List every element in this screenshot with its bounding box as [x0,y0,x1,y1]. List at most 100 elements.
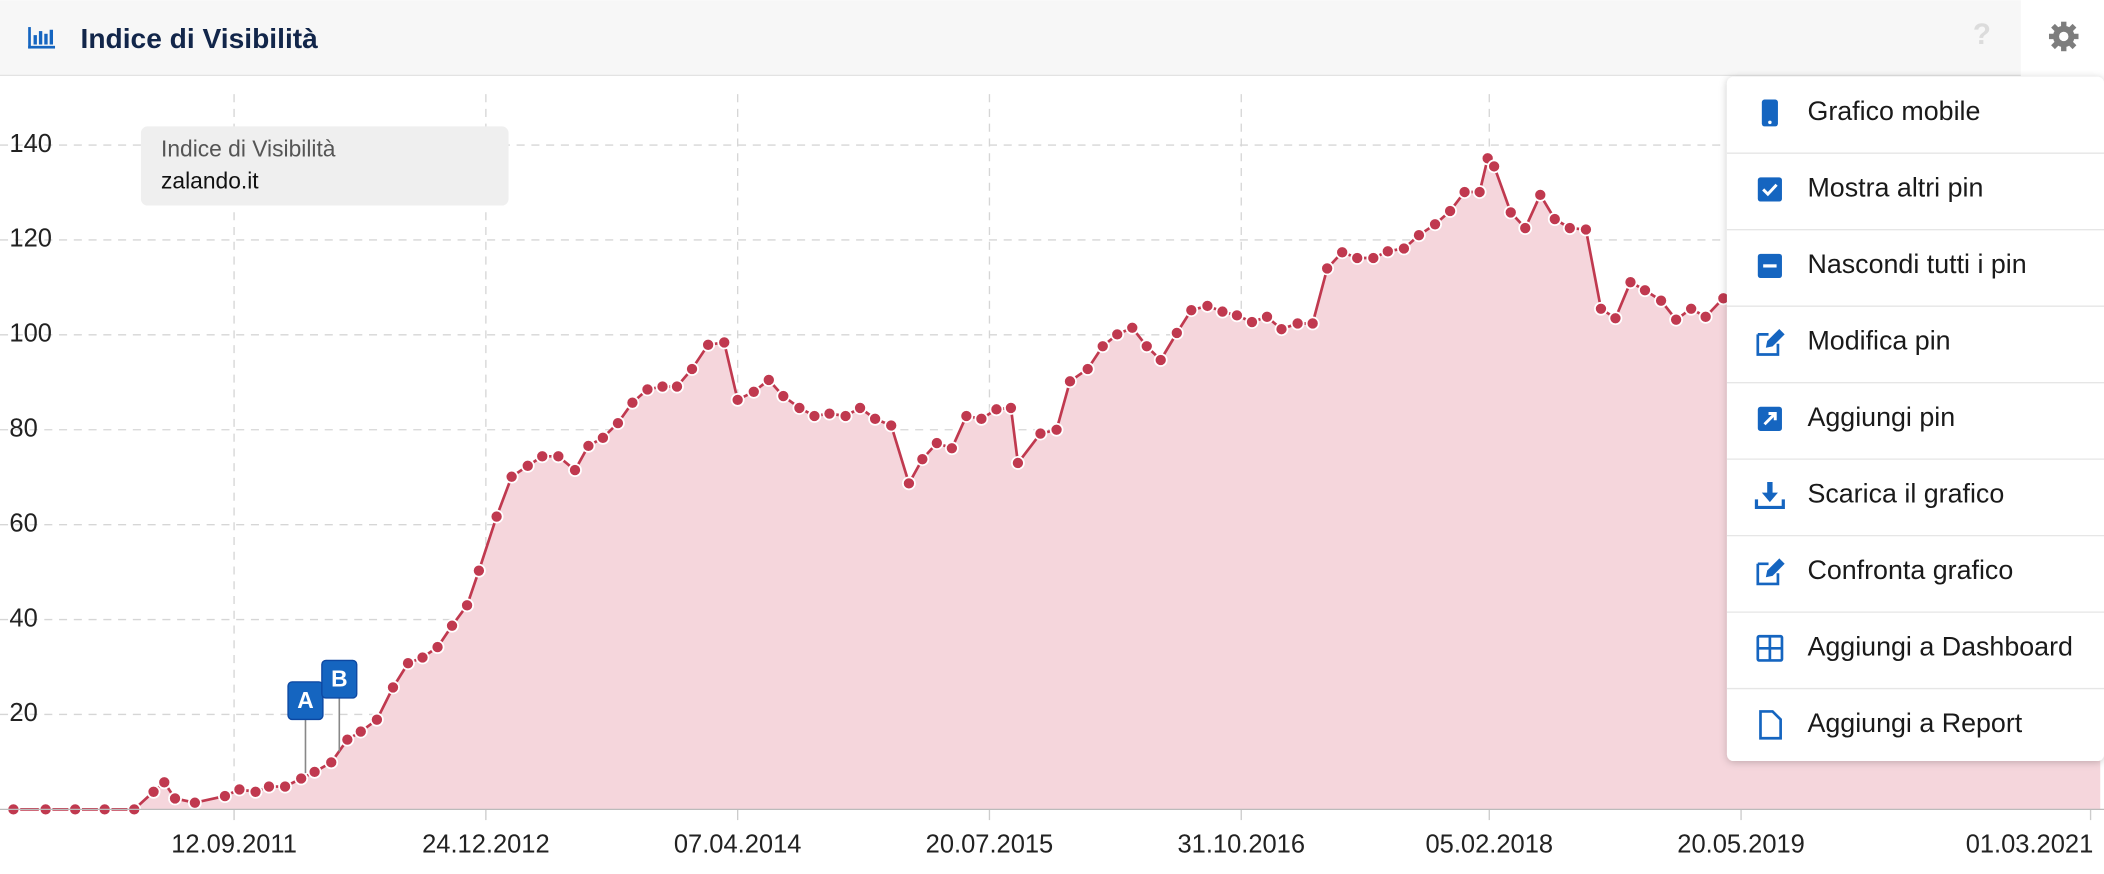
data-point[interactable] [792,401,807,415]
data-point[interactable] [776,389,791,403]
data-point[interactable] [1139,339,1154,354]
data-point[interactable] [248,784,263,799]
data-point[interactable] [278,779,292,794]
data-point[interactable] [944,441,959,456]
data-point[interactable] [1428,217,1442,232]
data-point[interactable] [1080,362,1095,376]
data-point[interactable] [520,458,535,473]
data-point[interactable] [1397,241,1411,256]
data-point[interactable] [1547,212,1562,226]
data-point[interactable] [535,449,550,464]
data-point[interactable] [1290,316,1305,331]
data-point[interactable] [489,509,504,524]
data-point[interactable] [1110,327,1125,342]
data-point[interactable] [625,395,640,410]
data-point[interactable] [1320,261,1335,276]
data-point[interactable] [307,764,322,779]
data-point[interactable] [168,791,182,806]
data-point[interactable] [701,337,716,352]
data-point[interactable] [1579,222,1593,237]
data-point[interactable] [1669,312,1684,327]
data-point[interactable] [974,411,989,426]
menu-item[interactable]: Grafico mobile [1761,96,1981,127]
data-point[interactable] [1654,293,1668,308]
data-point[interactable] [157,775,172,790]
menu-item[interactable]: Confronta grafico [1726,534,2104,586]
data-point[interactable] [1095,339,1110,354]
settings-button[interactable] [2048,21,2079,52]
data-point[interactable] [730,392,745,407]
menu-item[interactable]: Aggiungi a Dashboard [1726,611,2104,662]
data-point[interactable] [1215,304,1230,319]
data-point[interactable] [1380,244,1395,259]
data-point[interactable] [595,430,610,445]
menu-item[interactable]: Modifica pin [1726,305,2104,356]
data-point[interactable] [232,782,247,797]
data-point[interactable] [640,382,655,397]
data-point[interactable] [1366,251,1381,265]
menu-item[interactable]: Aggiungi a Report [1726,687,2104,740]
data-point[interactable] [1638,283,1652,298]
data-point[interactable] [1335,245,1350,260]
data-point[interactable] [1608,311,1623,326]
data-point[interactable] [1594,301,1608,316]
data-point[interactable] [670,379,684,394]
data-point[interactable] [353,724,368,739]
data-point[interactable] [868,411,883,426]
data-point[interactable] [187,795,202,810]
data-point[interactable] [504,469,519,484]
data-point[interactable] [1457,185,1472,199]
data-point[interactable] [717,335,732,350]
data-point[interactable] [460,598,474,613]
data-point[interactable] [822,406,837,421]
data-point[interactable] [1169,326,1184,340]
data-point[interactable] [989,402,1004,417]
data-point[interactable] [1487,159,1502,174]
data-point[interactable] [929,436,944,450]
data-point[interactable] [884,418,899,433]
data-point[interactable] [1230,308,1244,323]
data-point[interactable] [1125,320,1140,335]
data-point[interactable] [915,452,930,467]
pin-flag[interactable] [321,659,358,699]
data-point[interactable] [1153,353,1168,367]
data-point[interactable] [807,409,822,423]
data-point[interactable] [1698,309,1713,324]
data-point[interactable] [1350,251,1365,265]
data-point[interactable] [369,712,384,727]
data-point[interactable] [1063,374,1077,389]
data-point[interactable] [959,409,974,423]
data-point[interactable] [746,384,761,399]
data-point[interactable] [761,373,776,387]
data-point[interactable] [430,640,445,654]
data-point[interactable] [1245,315,1259,329]
data-point[interactable] [1004,401,1018,415]
data-point[interactable] [1305,316,1320,331]
data-point[interactable] [1684,301,1699,316]
menu-item[interactable]: Scarica il grafico [1726,458,2104,510]
data-point[interactable] [655,379,670,394]
data-point[interactable] [1443,204,1458,218]
data-point[interactable] [386,680,400,695]
data-point[interactable] [1033,426,1048,441]
data-point[interactable] [1533,187,1548,202]
data-point[interactable] [853,401,867,415]
data-point[interactable] [838,409,853,423]
menu-item[interactable]: Nascondi tutti i pin [1726,229,2104,279]
data-point[interactable] [1049,422,1064,437]
data-point[interactable] [551,449,566,464]
data-point[interactable] [581,438,596,453]
data-point[interactable] [1503,205,1518,220]
data-point[interactable] [1010,456,1025,470]
data-point[interactable] [1274,322,1289,337]
data-point[interactable] [611,416,625,431]
data-point[interactable] [1562,221,1577,235]
data-point[interactable] [1200,298,1215,313]
data-point[interactable] [1412,228,1426,243]
data-point[interactable] [1623,275,1638,290]
data-point[interactable] [1518,221,1533,235]
data-point[interactable] [324,755,339,770]
data-point[interactable] [1472,185,1487,199]
data-point[interactable] [685,362,699,376]
data-point[interactable] [401,656,415,671]
